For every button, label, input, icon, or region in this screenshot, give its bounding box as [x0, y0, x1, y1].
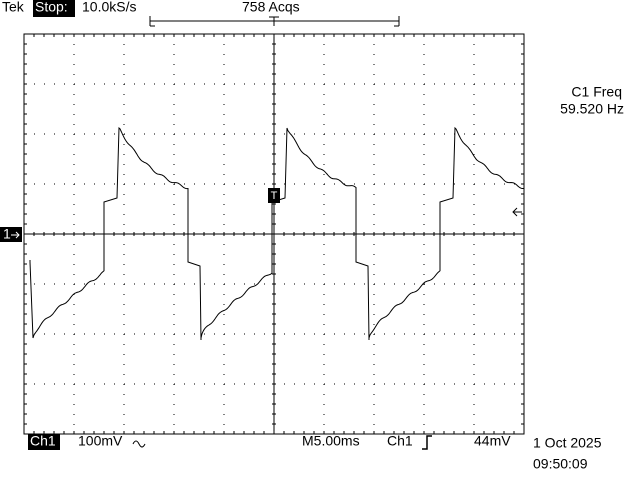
trigger-slope-icon [422, 435, 432, 450]
trigger-marker: T [271, 190, 278, 202]
measurement-value: 59.520 Hz [560, 101, 624, 117]
footer-channel: Ch1 [30, 433, 56, 449]
channel-badge [28, 434, 60, 450]
vertical-scale: 100mV [78, 433, 123, 449]
acquisition-state: Stop: [35, 0, 68, 15]
trigger-level-arrow [512, 207, 522, 217]
graticule [23, 33, 525, 435]
trigger-source: Ch1 [387, 433, 413, 449]
time: 09:50:09 [533, 456, 588, 472]
trigger-level: 44mV [474, 433, 511, 449]
acquisition-count: 758 Acqs [242, 0, 300, 15]
channel-marker: 1 [3, 226, 11, 242]
brand: Tek [2, 0, 25, 15]
channel-arrow [11, 231, 20, 239]
state-badge [33, 0, 75, 17]
measurement-label: C1 Freq [571, 84, 622, 100]
coupling-icon [132, 440, 146, 448]
sample-rate: 10.0kS/s [82, 0, 136, 15]
timebase: M5.00ms [302, 433, 360, 449]
date: 1 Oct 2025 [533, 435, 602, 451]
trigger-marker-badge [268, 188, 280, 203]
record-trigger-marker [269, 16, 279, 26]
waveform-trace [29, 126, 525, 341]
